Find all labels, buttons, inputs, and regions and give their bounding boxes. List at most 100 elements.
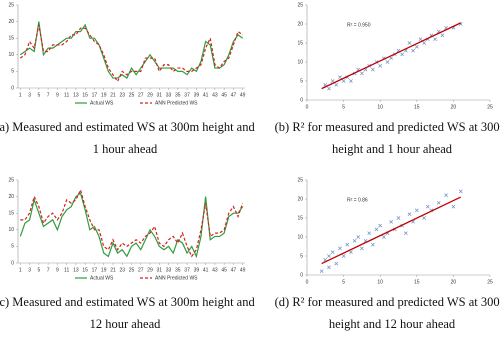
point-stroke [451, 204, 456, 209]
scatter-point [341, 254, 346, 258]
scatter-point [451, 204, 456, 209]
y-tick-label: 0 [300, 97, 303, 103]
point-stroke [363, 238, 368, 243]
scatter-point [396, 216, 401, 220]
scatter-point [345, 242, 350, 247]
chart-panel: 0 5 10 15 20 25 0 5 10 15 20 25 R² = 0.950 [297, 2, 493, 110]
scatter-point [360, 71, 364, 76]
x-tick-label: 5 [37, 92, 40, 98]
x-tick-label: 5 [342, 104, 345, 110]
scatter-point [400, 52, 405, 57]
x-tick-label: 13 [73, 92, 79, 98]
point-stroke [334, 82, 339, 87]
point-stroke [414, 208, 419, 213]
x-tick-label: 47 [231, 92, 237, 98]
x-tick-label: 5 [37, 267, 40, 273]
point-stroke [382, 235, 386, 239]
point-stroke [378, 63, 383, 68]
point-stroke [444, 25, 448, 30]
point-stroke [356, 235, 361, 239]
point-stroke [356, 67, 361, 72]
series-line [19, 24, 244, 83]
point-stroke [433, 37, 437, 42]
x-tick-label: 31 [157, 92, 163, 98]
y-tick-label: 15 [8, 36, 14, 42]
scatter-point [422, 216, 426, 220]
legend-label: Actual WS [90, 100, 114, 106]
point-stroke [418, 37, 423, 42]
caption-line: (a) Measured and estimated WS at 300m he… [0, 120, 255, 134]
x-tick-label: 35 [175, 267, 181, 273]
y-tick-label: 0 [300, 272, 303, 278]
x-tick-label: 10 [377, 104, 383, 110]
point-stroke [407, 212, 412, 217]
point-stroke [422, 216, 426, 220]
x-tick-label: 33 [166, 92, 172, 98]
x-tick-label: 31 [157, 267, 163, 273]
scatter-point [327, 254, 331, 258]
x-tick-label: 15 [82, 267, 88, 273]
scatter-point [407, 212, 412, 217]
y-tick-label: 0 [11, 85, 14, 91]
caption-line: (c) Measured and estimated WS at 300m he… [0, 295, 255, 309]
x-tick-label: 27 [138, 92, 144, 98]
scatter-point [352, 238, 357, 243]
caption-line: height and 12 hour ahead [329, 317, 456, 331]
y-tick-label: 5 [300, 253, 303, 259]
point-stroke [319, 269, 324, 274]
point-stroke [422, 41, 426, 45]
x-tick-label: 10 [377, 279, 383, 285]
point-stroke [425, 204, 430, 209]
scatter-point [418, 37, 423, 42]
y-tick-label: 15 [8, 211, 14, 217]
point-stroke [407, 41, 412, 45]
y-tick-label: 20 [8, 19, 14, 25]
x-tick-label: 39 [194, 267, 200, 273]
point-stroke [360, 246, 364, 251]
caption-line: 1 hour ahead [93, 142, 158, 156]
y-tick-label: 15 [297, 215, 303, 221]
point-stroke [367, 231, 372, 236]
legend-label: Actual WS [90, 275, 114, 281]
x-tick-label: 7 [47, 92, 50, 98]
y-tick-label: 10 [8, 227, 14, 233]
scatter-point [371, 242, 375, 247]
point-stroke [345, 242, 350, 247]
y-tick-label: 20 [8, 194, 14, 200]
x-tick-label: 19 [101, 92, 107, 98]
x-tick-label: 33 [166, 267, 172, 273]
scatter-point [334, 82, 339, 87]
scatter-point [327, 86, 331, 91]
y-tick-label: 15 [297, 40, 303, 46]
point-stroke [371, 67, 375, 72]
point-stroke [338, 246, 342, 251]
x-tick-label: 45 [221, 267, 227, 273]
scatter-point [422, 41, 426, 45]
point-stroke [327, 86, 331, 91]
scatter-point [360, 246, 364, 251]
x-tick-label: 29 [147, 267, 153, 273]
point-stroke [338, 75, 342, 80]
scatter-point [378, 63, 383, 68]
x-tick-label: 20 [451, 279, 457, 285]
y-tick-label: 25 [297, 2, 303, 8]
point-stroke [396, 216, 401, 220]
x-tick-label: 41 [203, 267, 209, 273]
point-stroke [389, 219, 394, 224]
annotation: R² = 0.950 [347, 22, 371, 28]
scatter-point [341, 79, 346, 83]
scatter-point [385, 60, 390, 64]
y-tick-label: 10 [8, 52, 14, 58]
scatter-point [414, 44, 419, 49]
scatter-point [338, 75, 342, 80]
x-tick-label: 13 [73, 267, 79, 273]
scatter-point [389, 219, 394, 224]
y-tick-label: 5 [11, 69, 14, 75]
scatter-point [444, 193, 448, 198]
point-stroke [440, 33, 445, 38]
scatter-point [330, 250, 335, 255]
chart-panel: 0 5 10 15 20 25 0 5 10 15 20 25 R² = 0.86 [297, 177, 493, 285]
point-stroke [378, 223, 383, 228]
point-stroke [414, 44, 419, 49]
point-stroke [411, 48, 415, 53]
